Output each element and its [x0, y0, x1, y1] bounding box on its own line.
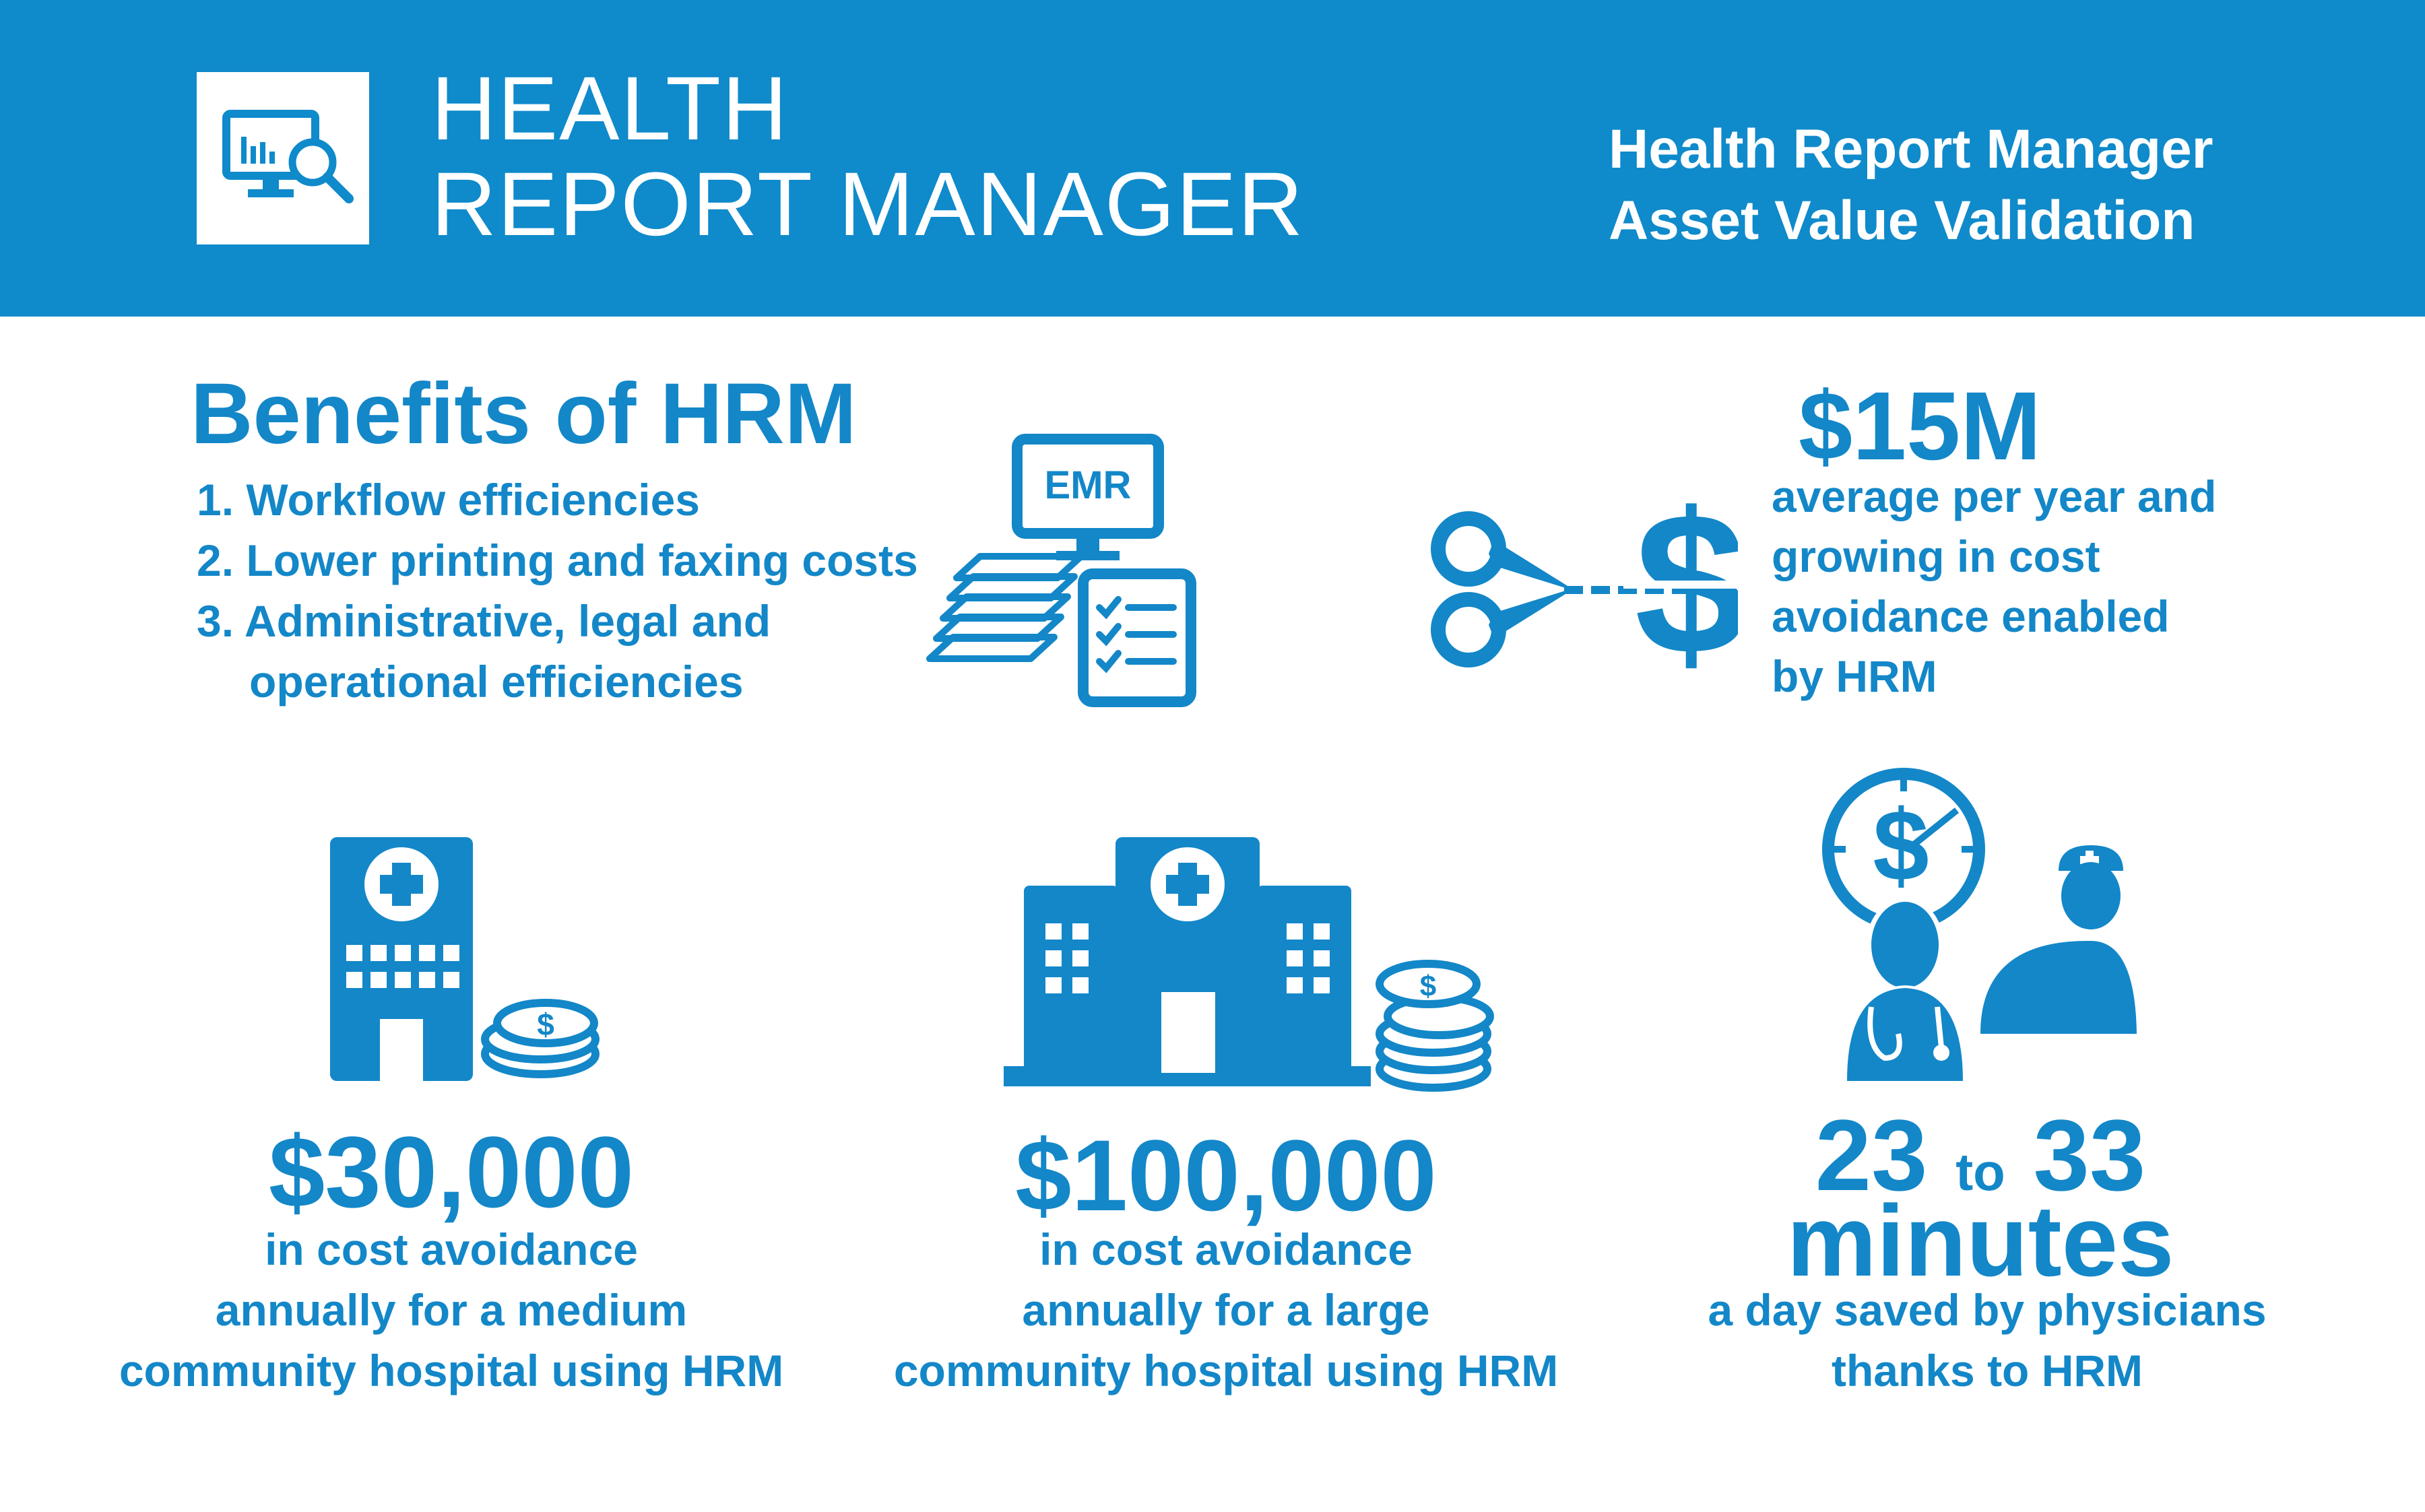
medium-hospital-desc: community hospital using HRM — [119, 1346, 784, 1395]
time-saved-to-word: to — [1955, 1142, 2005, 1202]
time-saved-desc: thanks to HRM — [1832, 1346, 2143, 1395]
physicians-clock-icon: $ — [1822, 768, 2137, 1084]
benefit-item: 3. Administrative, legal and — [197, 596, 771, 646]
cost-15m-desc: avoidance enabled — [1772, 591, 2170, 641]
large-hospital-desc: annually for a large — [1022, 1285, 1430, 1335]
cost-15m-desc: by HRM — [1772, 651, 1937, 701]
benefit-item-continued: operational efficiencies — [249, 657, 744, 706]
cost-15m-desc: growing in cost — [1772, 531, 2100, 581]
subtitle-line1: Health Report Manager — [1609, 119, 2213, 180]
benefit-item: 1. Workflow efficiencies — [197, 475, 701, 525]
medium-hospital-desc: in cost avoidance — [265, 1224, 638, 1274]
time-saved-unit: minutes — [1786, 1184, 2174, 1297]
cost-15m-value: $15M — [1799, 372, 2042, 480]
scissors-dollar-icon: $ — [1431, 471, 1738, 696]
monitor-chart-magnifier-icon — [222, 110, 354, 203]
svg-text:$: $ — [537, 1007, 554, 1042]
logo — [197, 72, 369, 244]
large-hospital-desc: in cost avoidance — [1039, 1224, 1413, 1274]
medium-hospital-desc: annually for a medium — [215, 1285, 688, 1335]
emr-documents-icon: EMR — [926, 434, 1196, 707]
time-saved-range: 23 to 33 — [1603, 1098, 2358, 1229]
brand-title-line1: HEALTH — [431, 59, 789, 159]
svg-text:$: $ — [1873, 789, 1929, 902]
time-saved-to: 33 — [2033, 1098, 2146, 1212]
brand-title-line2: REPORT MANAGER — [431, 154, 1305, 255]
svg-text:$: $ — [1420, 970, 1436, 1003]
large-hospital-desc: community hospital using HRM — [893, 1346, 1559, 1395]
emr-label: EMR — [1045, 463, 1132, 507]
large-hospital-value: $100,000 — [1015, 1119, 1437, 1232]
subtitle-line2: Asset Value Validation — [1609, 190, 2195, 251]
medium-hospital-value: $30,000 — [268, 1115, 635, 1228]
time-saved-desc: a day saved by physicians — [1708, 1285, 2267, 1335]
benefits-title: Benefits of HRM — [191, 366, 857, 462]
cost-15m-desc: average per year and — [1772, 471, 2217, 521]
benefit-item: 2. Lower printing and faxing costs — [197, 535, 918, 585]
header-banner — [0, 0, 2425, 317]
medium-hospital-icon: $ — [330, 837, 600, 1081]
time-saved-from: 23 — [1815, 1098, 1928, 1212]
large-hospital-icon: $ — [1004, 837, 1494, 1092]
